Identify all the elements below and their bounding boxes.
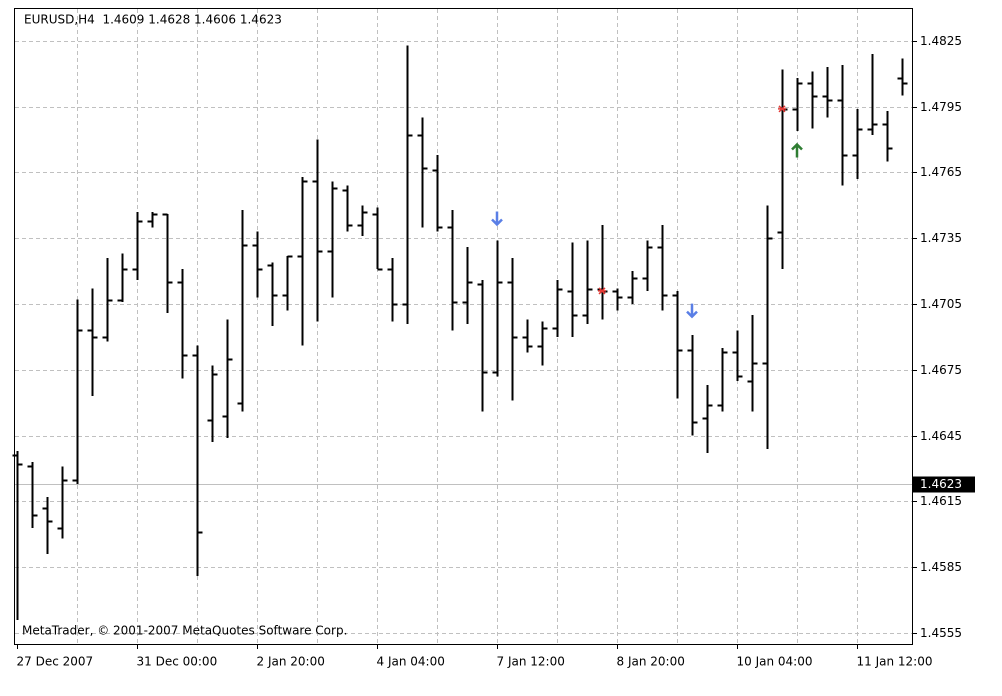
x-tick-label: 31 Dec 00:00 bbox=[137, 655, 218, 669]
current-price-box bbox=[913, 476, 975, 493]
x-tick-label: 10 Jan 04:00 bbox=[737, 655, 813, 669]
down-arrow bbox=[686, 303, 698, 319]
y-tick-label: 1.4675 bbox=[920, 363, 962, 377]
up-arrow bbox=[791, 142, 803, 158]
y-tick-label: 1.4585 bbox=[920, 560, 962, 574]
x-tick-label: 8 Jan 20:00 bbox=[617, 655, 685, 669]
plot-frame bbox=[14, 8, 913, 645]
x-tick-label: 7 Jan 12:00 bbox=[497, 655, 565, 669]
y-tick-label: 1.4765 bbox=[920, 165, 962, 179]
y-tick-label: 1.4825 bbox=[920, 34, 962, 48]
x-tick-label: 2 Jan 20:00 bbox=[257, 655, 325, 669]
star-marker bbox=[778, 105, 786, 113]
x-tick-label: 11 Jan 12:00 bbox=[857, 655, 933, 669]
y-tick-label: 1.4615 bbox=[920, 494, 962, 508]
x-tick-label: 4 Jan 04:00 bbox=[377, 655, 445, 669]
y-tick-label: 1.4705 bbox=[920, 297, 962, 311]
y-tick-label: 1.4645 bbox=[920, 429, 962, 443]
down-arrow bbox=[491, 211, 503, 227]
star-marker bbox=[598, 287, 606, 295]
y-tick-label: 1.4735 bbox=[920, 231, 962, 245]
x-tick-label: 27 Dec 2007 bbox=[17, 655, 94, 669]
y-tick-label: 1.4795 bbox=[920, 100, 962, 114]
current-price-label: 1.4623 bbox=[920, 477, 962, 491]
chart-title: EURUSD,H4 1.4609 1.4628 1.4606 1.4623 bbox=[24, 13, 282, 27]
y-tick-label: 1.4555 bbox=[920, 626, 962, 640]
watermark: MetaTrader, © 2001-2007 MetaQuotes Softw… bbox=[22, 624, 347, 638]
